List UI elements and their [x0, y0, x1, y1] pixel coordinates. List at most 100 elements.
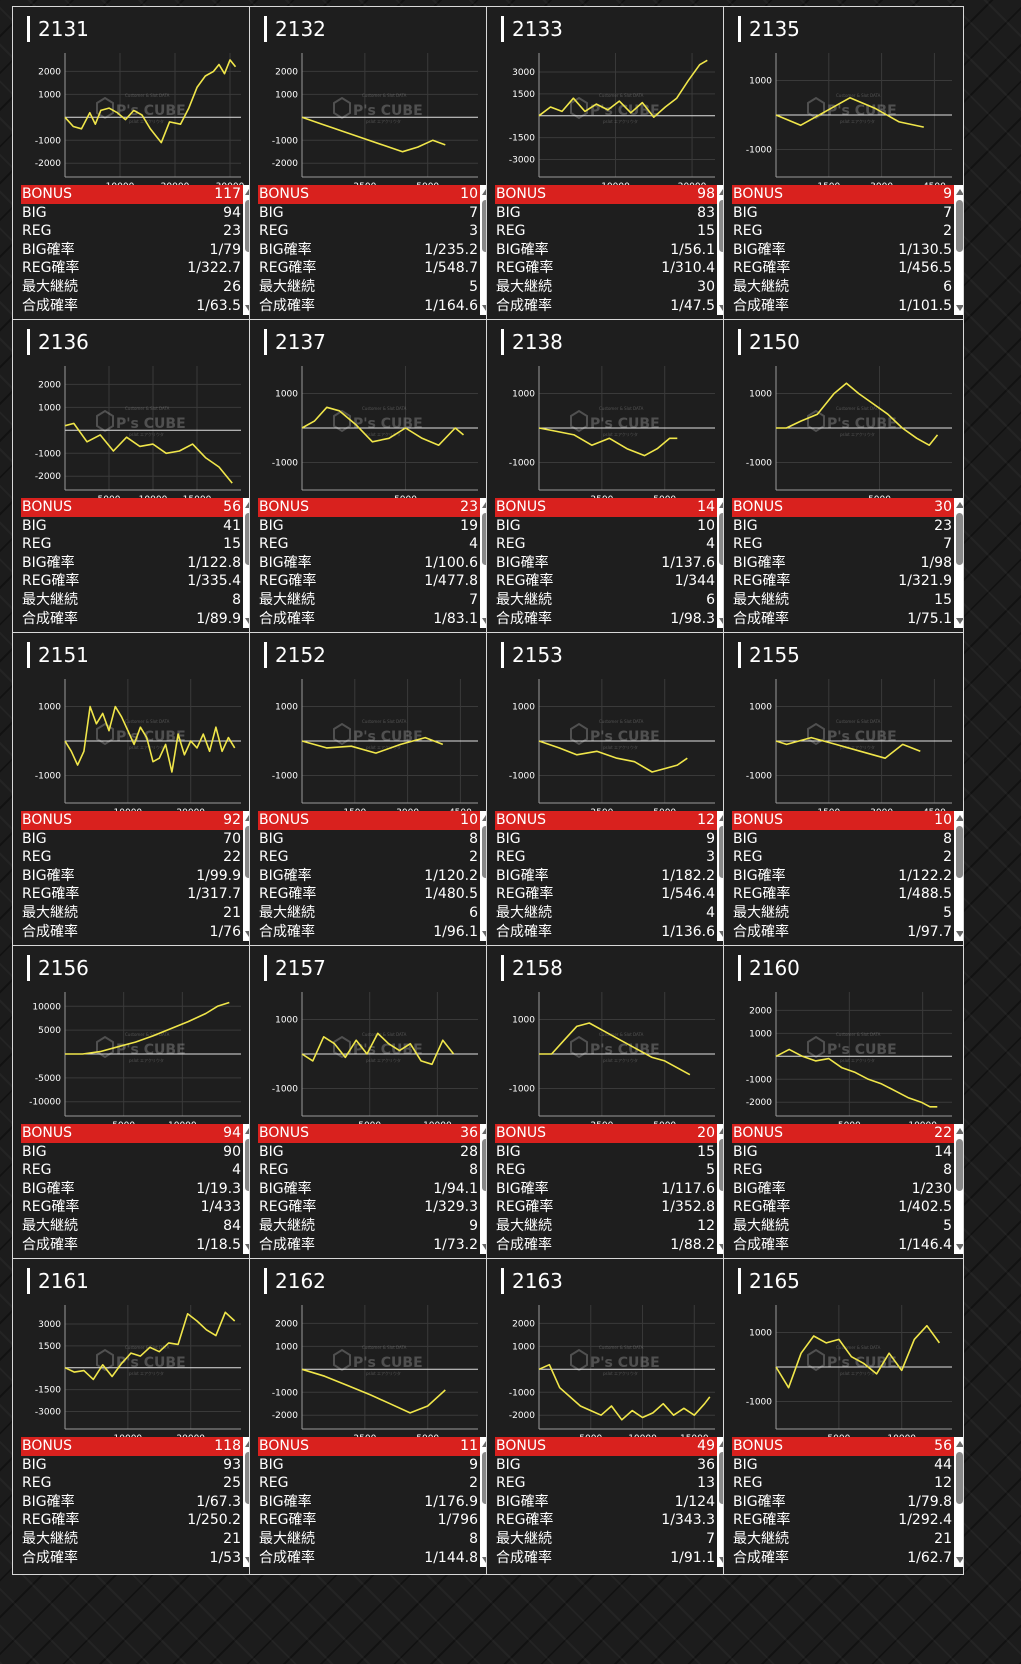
- machine-number[interactable]: 2137: [264, 329, 326, 355]
- scroll-up-icon[interactable]: [956, 815, 963, 821]
- scroll-thumb[interactable]: [482, 826, 489, 878]
- stats-scrollbar[interactable]: [243, 498, 252, 628]
- machine-card[interactable]: 2131-2000-100010002000100002000030000P's…: [12, 6, 253, 323]
- stats-scrollbar[interactable]: [717, 811, 726, 941]
- machine-card[interactable]: 2162-2000-10001000200025005000P's CUBECu…: [249, 1258, 490, 1575]
- machine-card[interactable]: 2151-100010001000020000P's CUBECustomer …: [12, 632, 253, 949]
- machine-number[interactable]: 2161: [27, 1268, 89, 1294]
- stats-scrollbar[interactable]: [480, 811, 489, 941]
- scroll-down-icon[interactable]: [245, 305, 252, 311]
- machine-number[interactable]: 2157: [264, 955, 326, 981]
- machine-number[interactable]: 2136: [27, 329, 89, 355]
- machine-number[interactable]: 2153: [501, 642, 563, 668]
- scroll-thumb[interactable]: [245, 826, 252, 878]
- scroll-up-icon[interactable]: [482, 1441, 489, 1447]
- machine-number[interactable]: 2162: [264, 1268, 326, 1294]
- scroll-up-icon[interactable]: [245, 189, 252, 195]
- scroll-up-icon[interactable]: [956, 1128, 963, 1134]
- scroll-thumb[interactable]: [245, 513, 252, 565]
- scroll-down-icon[interactable]: [245, 931, 252, 937]
- scroll-up-icon[interactable]: [719, 189, 726, 195]
- machine-card[interactable]: 2136-2000-10001000200050001000015000P's …: [12, 319, 253, 636]
- scroll-thumb[interactable]: [482, 200, 489, 252]
- machine-number[interactable]: 2138: [501, 329, 563, 355]
- scroll-down-icon[interactable]: [719, 305, 726, 311]
- scroll-down-icon[interactable]: [482, 1244, 489, 1250]
- machine-number[interactable]: 2158: [501, 955, 563, 981]
- scroll-thumb[interactable]: [482, 513, 489, 565]
- scroll-down-icon[interactable]: [482, 1557, 489, 1563]
- machine-number[interactable]: 2132: [264, 16, 326, 42]
- scroll-thumb[interactable]: [719, 1139, 726, 1191]
- scroll-down-icon[interactable]: [719, 1557, 726, 1563]
- machine-number[interactable]: 2131: [27, 16, 89, 42]
- scroll-down-icon[interactable]: [956, 931, 963, 937]
- machine-card[interactable]: 2160-2000-100010002000500010000P's CUBEC…: [723, 945, 964, 1262]
- scroll-up-icon[interactable]: [956, 502, 963, 508]
- machine-number[interactable]: 2160: [738, 955, 800, 981]
- scroll-up-icon[interactable]: [482, 1128, 489, 1134]
- scroll-thumb[interactable]: [245, 1452, 252, 1504]
- stats-scrollbar[interactable]: [480, 1437, 489, 1567]
- scroll-thumb[interactable]: [956, 200, 963, 252]
- stats-scrollbar[interactable]: [480, 185, 489, 315]
- stats-scrollbar[interactable]: [480, 498, 489, 628]
- stats-scrollbar[interactable]: [717, 1437, 726, 1567]
- scroll-up-icon[interactable]: [719, 1441, 726, 1447]
- stats-scrollbar[interactable]: [954, 1437, 963, 1567]
- machine-number[interactable]: 2135: [738, 16, 800, 42]
- scroll-up-icon[interactable]: [245, 1128, 252, 1134]
- scroll-down-icon[interactable]: [245, 618, 252, 624]
- stats-scrollbar[interactable]: [243, 1124, 252, 1254]
- machine-number[interactable]: 2155: [738, 642, 800, 668]
- machine-card[interactable]: 2155-10001000150030004500P's CUBECustome…: [723, 632, 964, 949]
- scroll-down-icon[interactable]: [719, 1244, 726, 1250]
- scroll-thumb[interactable]: [719, 1452, 726, 1504]
- scroll-thumb[interactable]: [245, 1139, 252, 1191]
- scroll-up-icon[interactable]: [245, 1441, 252, 1447]
- scroll-thumb[interactable]: [956, 826, 963, 878]
- scroll-down-icon[interactable]: [482, 618, 489, 624]
- machine-card[interactable]: 2135-10001000150030004500P's CUBECustome…: [723, 6, 964, 323]
- stats-scrollbar[interactable]: [954, 498, 963, 628]
- machine-card[interactable]: 2163-2000-10001000200050001000015000P's …: [486, 1258, 727, 1575]
- scroll-up-icon[interactable]: [719, 815, 726, 821]
- scroll-up-icon[interactable]: [956, 1441, 963, 1447]
- scroll-thumb[interactable]: [956, 513, 963, 565]
- stats-scrollbar[interactable]: [717, 1124, 726, 1254]
- scroll-up-icon[interactable]: [245, 502, 252, 508]
- machine-card[interactable]: 2156-10000-5000500010000500010000P's CUB…: [12, 945, 253, 1262]
- scroll-thumb[interactable]: [245, 200, 252, 252]
- scroll-thumb[interactable]: [956, 1139, 963, 1191]
- machine-number[interactable]: 2152: [264, 642, 326, 668]
- machine-number[interactable]: 2163: [501, 1268, 563, 1294]
- scroll-down-icon[interactable]: [245, 1244, 252, 1250]
- stats-scrollbar[interactable]: [243, 1437, 252, 1567]
- scroll-up-icon[interactable]: [482, 815, 489, 821]
- machine-card[interactable]: 2161-3000-1500150030001000020000P's CUBE…: [12, 1258, 253, 1575]
- scroll-down-icon[interactable]: [719, 618, 726, 624]
- machine-number[interactable]: 2133: [501, 16, 563, 42]
- machine-number[interactable]: 2150: [738, 329, 800, 355]
- scroll-up-icon[interactable]: [719, 1128, 726, 1134]
- stats-scrollbar[interactable]: [243, 185, 252, 315]
- scroll-up-icon[interactable]: [482, 189, 489, 195]
- stats-scrollbar[interactable]: [480, 1124, 489, 1254]
- scroll-up-icon[interactable]: [956, 189, 963, 195]
- machine-card[interactable]: 2133-3000-1500150030001000020000P's CUBE…: [486, 6, 727, 323]
- scroll-thumb[interactable]: [482, 1452, 489, 1504]
- stats-scrollbar[interactable]: [954, 811, 963, 941]
- machine-card[interactable]: 2132-2000-10001000200025005000P's CUBECu…: [249, 6, 490, 323]
- scroll-up-icon[interactable]: [719, 502, 726, 508]
- scroll-thumb[interactable]: [956, 1452, 963, 1504]
- scroll-thumb[interactable]: [719, 513, 726, 565]
- scroll-down-icon[interactable]: [719, 931, 726, 937]
- stats-scrollbar[interactable]: [954, 185, 963, 315]
- machine-card[interactable]: 2152-10001000150030004500P's CUBECustome…: [249, 632, 490, 949]
- scroll-down-icon[interactable]: [956, 1557, 963, 1563]
